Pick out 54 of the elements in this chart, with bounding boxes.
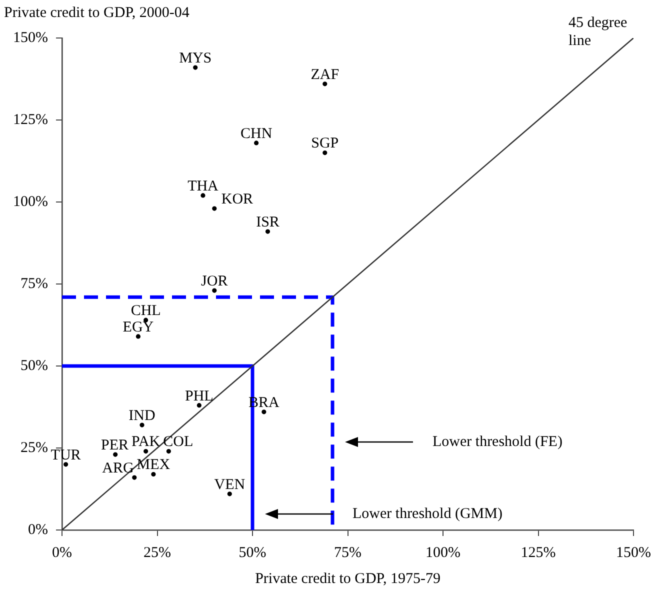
annotation: 45 degree line — [568, 14, 628, 50]
point — [322, 82, 328, 86]
point — [140, 422, 144, 428]
point — [151, 472, 156, 477]
annotation: Lower threshold (FE) — [432, 432, 562, 450]
point — [196, 403, 202, 408]
x-tick-label: 75% — [334, 544, 362, 561]
y-axis-title: Private credit to GDP, 2000-04 — [4, 4, 190, 21]
y-tick-label: 100% — [13, 194, 48, 210]
x-tick-label: 50% — [238, 544, 266, 561]
series-label: THA — [188, 178, 219, 194]
series-label: ZAF — [310, 66, 340, 83]
series-label: ISR — [256, 214, 280, 230]
point — [113, 452, 118, 457]
point — [166, 448, 171, 454]
y-tick-label: 50% — [20, 358, 48, 374]
x-tick-label: 125% — [520, 544, 556, 561]
y-tick-label: 150% — [13, 30, 48, 46]
point — [136, 334, 140, 339]
point — [212, 288, 217, 293]
y-tick-label: 75% — [20, 276, 48, 292]
series-label: MYS — [179, 50, 212, 66]
point — [265, 229, 270, 234]
x-tick-label: 150% — [616, 544, 651, 561]
series-label: KOR — [221, 191, 254, 208]
series-label: SGP — [311, 136, 339, 152]
series-label: PER — [100, 437, 129, 454]
point — [200, 193, 206, 198]
point — [193, 65, 198, 70]
point — [227, 492, 232, 496]
series-label: PHL — [184, 388, 214, 404]
point — [144, 448, 148, 454]
series-label: JOR — [201, 273, 228, 290]
series-label: EGY — [122, 319, 154, 336]
point — [322, 150, 328, 156]
series-label: COL — [163, 434, 194, 450]
x-axis-title: Private credit to GDP, 1975-79 — [255, 570, 440, 587]
y-tick-label: 0% — [28, 522, 48, 538]
point — [212, 206, 217, 211]
y-tick-label: 25% — [20, 440, 48, 456]
series-label: IND — [128, 408, 156, 424]
series-label: ARG — [102, 460, 134, 476]
series-label: MEX — [136, 457, 170, 474]
series-label: CHN — [240, 126, 272, 142]
y-tick-label: 125% — [13, 112, 48, 128]
series-label: PAK — [132, 434, 160, 450]
annotation: Lower threshold (GMM) — [352, 504, 502, 523]
x-tick-label: 100% — [426, 544, 460, 561]
series-label: VEN — [214, 476, 246, 493]
x-tick-label: 25% — [144, 544, 171, 561]
point — [254, 140, 259, 146]
point — [132, 475, 137, 480]
x-tick-label: 0% — [52, 544, 72, 561]
series-label: CHL — [130, 303, 161, 320]
